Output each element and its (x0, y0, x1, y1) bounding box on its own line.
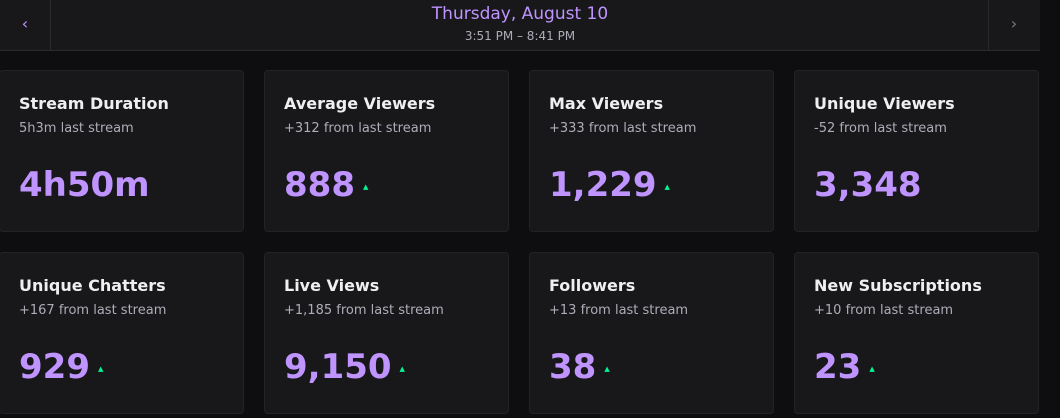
card-subtitle: +167 from last stream (19, 303, 167, 318)
card-value: 38 (549, 347, 597, 387)
stat-card: Unique Viewers -52 from last stream 3,348 (794, 70, 1039, 232)
stat-card: Followers +13 from last stream 38 ▲ (529, 252, 774, 414)
prev-button[interactable]: ‹ (0, 0, 51, 50)
card-value: 23 (814, 347, 862, 387)
card-value-row: 23 ▲ (814, 347, 875, 387)
card-subtitle: +10 from last stream (814, 303, 954, 318)
card-value-row: 9,150 ▲ (284, 347, 405, 387)
trend-up-icon: ▲ (97, 364, 104, 373)
card-value-row: 4h50m (19, 165, 150, 205)
card-title: Average Viewers (284, 94, 436, 113)
card-value: 888 (284, 165, 355, 205)
card-value-row: 3,348 (814, 165, 922, 205)
stat-card: Unique Chatters +167 from last stream 929 ▲ (0, 252, 244, 414)
card-value-row: 929 ▲ (19, 347, 103, 387)
card-value-row: 38 ▲ (549, 347, 610, 387)
card-subtitle: -52 from last stream (814, 121, 947, 136)
date-header: ‹ Thursday, August 10 3:51 PM – 8:41 PM … (0, 0, 1040, 51)
trend-up-icon: ▲ (664, 182, 670, 191)
card-title: Followers (549, 276, 636, 295)
card-title: Unique Viewers (814, 94, 955, 113)
header-title: Thursday, August 10 (431, 4, 609, 24)
trend-up-icon: ▲ (362, 182, 369, 191)
card-subtitle: +333 from last stream (549, 121, 697, 136)
card-title: New Subscriptions (814, 276, 982, 295)
trend-up-icon: ▲ (399, 364, 405, 373)
stat-card: Stream Duration 5h3m last stream 4h50m (0, 70, 244, 232)
card-value: 1,229 (549, 165, 657, 205)
card-value-row: 888 ▲ (284, 165, 368, 205)
card-subtitle: +13 from last stream (549, 303, 689, 318)
card-value: 929 (19, 347, 90, 387)
stat-card: Live Views +1,185 from last stream 9,150 ▲ (264, 252, 509, 414)
card-value: 3,348 (814, 165, 922, 205)
header-subtitle: 3:51 PM – 8:41 PM (464, 29, 576, 43)
card-subtitle: 5h3m last stream (19, 121, 134, 136)
card-title: Max Viewers (549, 94, 664, 113)
trend-up-icon: ▲ (604, 364, 610, 373)
card-value: 9,150 (284, 347, 392, 387)
card-title: Stream Duration (19, 94, 169, 113)
stat-card: Max Viewers +333 from last stream 1,229 ▲ (529, 70, 774, 232)
card-value: 4h50m (19, 165, 150, 205)
next-button[interactable]: › (988, 0, 1039, 50)
card-subtitle: +312 from last stream (284, 121, 432, 136)
card-title: Unique Chatters (19, 276, 166, 295)
card-value-row: 1,229 ▲ (549, 165, 670, 205)
card-title: Live Views (284, 276, 380, 295)
stat-card: Average Viewers +312 from last stream 888 ▲ (264, 70, 509, 232)
card-subtitle: +1,185 from last stream (284, 303, 444, 318)
trend-up-icon: ▲ (869, 364, 875, 373)
stat-card: New Subscriptions +10 from last stream 23 ▲ (794, 252, 1039, 414)
